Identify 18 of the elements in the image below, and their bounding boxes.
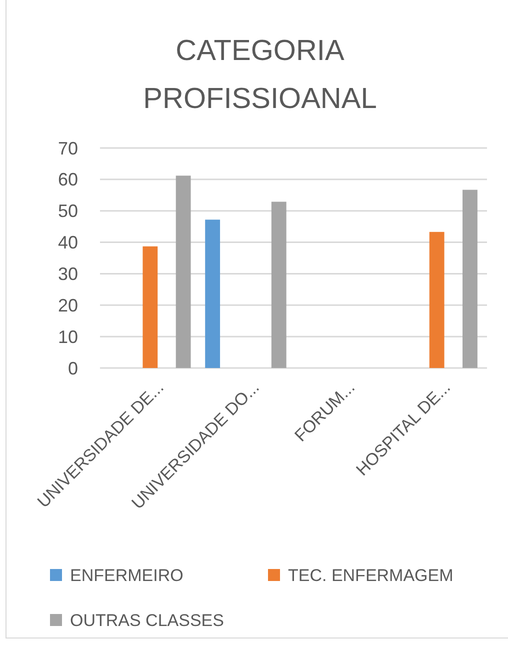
bar — [142, 246, 158, 368]
bar — [429, 232, 444, 368]
y-tick-label: 50 — [58, 201, 78, 222]
y-tick-label: 60 — [58, 170, 78, 190]
y-tick-label: 30 — [58, 264, 78, 284]
y-tick-label: 0 — [68, 358, 78, 378]
bar — [462, 190, 478, 368]
chart-title: CATEGORIA PROFISSIOANAL — [143, 35, 377, 115]
legend-label: TEC. ENFERMAGEM — [288, 566, 454, 585]
bar — [271, 202, 286, 368]
y-tick-label: 40 — [58, 232, 78, 253]
bar — [176, 176, 191, 368]
legend-label: OUTRAS CLASSES — [70, 610, 224, 630]
bar — [205, 220, 220, 368]
legend-label: ENFERMEIRO — [70, 566, 184, 585]
y-tick-label: 70 — [58, 138, 78, 158]
y-tick-label: 20 — [58, 295, 78, 316]
y-tick-label: 10 — [58, 326, 78, 347]
